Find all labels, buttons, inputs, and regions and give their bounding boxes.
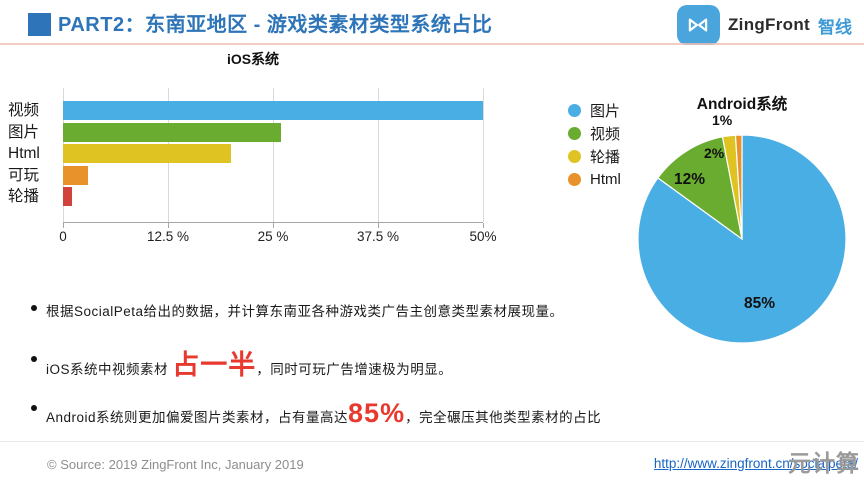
bar-plot (63, 88, 484, 228)
bar-chart-title: iOS系统 (226, 51, 280, 67)
bullet-item: iOS系统中视频素材 占一半，同时可玩广告增速极为明显。 (46, 352, 848, 379)
bullet-text: ，同时可玩广告增速极为明显。 (256, 362, 453, 377)
footer-divider (0, 441, 864, 442)
pie-slice-Html (734, 134, 743, 240)
header-divider (0, 43, 864, 45)
bullet-highlight-text: 占一半 (172, 350, 257, 380)
bullet-text: 根据SocialPeta给出的数据，并计算东南亚各种游戏类广告主创意类型素材展现… (46, 304, 564, 319)
legend-item: 图片 (568, 103, 621, 120)
legend-label: Html (590, 170, 621, 188)
legend-dot-icon (568, 149, 581, 163)
bar-category-labels: 视频图片 Html 可玩轮播 (8, 88, 62, 222)
bullet-text: Android系统则更加偏爱图片类素材，占有量高达 (46, 410, 349, 425)
bar-category-label: Html (8, 145, 40, 162)
bar-Html (63, 144, 231, 163)
gridline (273, 88, 274, 222)
axis-tick (378, 223, 379, 228)
bullet-item: 根据SocialPeta给出的数据，并计算东南亚各种游戏类广告主创意类型素材展现… (46, 300, 848, 320)
bullet-text: ，完全碾压其他类型素材的占比 (405, 410, 602, 425)
pie-slice-label-2: 2% (704, 145, 725, 161)
legend-label: 图片 (590, 102, 621, 120)
pie-legend: 图片视频轮播 Html (568, 103, 621, 195)
bar-category-label: 图片 (8, 123, 40, 141)
logo-brand-cn-text: 智线 (818, 17, 852, 37)
bullet-marker (31, 305, 37, 311)
bar-图片 (63, 122, 282, 142)
pie-chart-title: Android系统 (696, 96, 788, 113)
source-credit: © Source: 2019 ZingFront Inc, January 20… (47, 457, 304, 472)
pie-slice-label-1: 1% (712, 112, 733, 128)
axis-tick (273, 223, 274, 228)
axis-tick (63, 223, 64, 228)
bar-视频 (63, 101, 483, 120)
bullet-marker (31, 356, 37, 362)
bullet-item: Android系统则更加偏爱图片类素材，占有量高达85%，完全碾压其他类型素材的… (46, 400, 848, 427)
title-accent-square (28, 13, 51, 36)
bar-category-label: 可玩 (8, 166, 40, 184)
logo-brand-text: ZingFront (727, 15, 810, 34)
axis-tick-label: 0 (59, 229, 67, 244)
legend-item: Html (568, 170, 621, 188)
zingfront-url-link[interactable]: http://www.zingfront.cn/socialpeta/ (653, 456, 858, 471)
legend-item: 视频 (568, 126, 621, 143)
android-pie-chart (637, 134, 847, 344)
bowtie-logo-icon (676, 5, 720, 45)
axis-tick-label: 37.5 % (356, 229, 400, 244)
axis-tick-label: 50% (469, 229, 497, 244)
axis-tick-label: 25 % (257, 229, 289, 244)
bar-可玩 (63, 165, 89, 185)
pie-slice-label-12: 12% (674, 171, 706, 188)
bar-category-label: 视频 (8, 102, 40, 119)
legend-dot-icon (568, 103, 581, 117)
legend-label: 轮播 (590, 148, 621, 166)
gridline (483, 88, 484, 222)
bullet-text: iOS系统中视频素材 (46, 362, 173, 377)
pie-slice-label-85: 85% (744, 295, 776, 312)
page-title: PART2：东南亚地区 - 游戏类素材类型系统占比 (58, 14, 493, 36)
legend-dot-icon (568, 172, 581, 186)
legend-label: 视频 (590, 125, 621, 143)
axis-tick-label: 12.5 % (146, 229, 190, 244)
legend-item: 轮播 (568, 149, 621, 166)
axis-tick (483, 223, 484, 228)
bullet-highlight-text: 85% (348, 398, 406, 428)
bullet-marker (31, 405, 37, 411)
legend-dot-icon (568, 126, 581, 140)
axis-tick (168, 223, 169, 228)
bar-轮播 (63, 187, 73, 206)
bar-axis-ticks: 0 12.5 % 25 % 37.5 % 50% (59, 229, 496, 247)
zingfront-logo: ZingFront 智线 (676, 5, 852, 45)
gridline (378, 88, 379, 222)
pie-slice-视频 (657, 136, 743, 241)
watermark-text: 元计算 (788, 450, 860, 476)
bar-category-label: 轮播 (8, 188, 40, 205)
